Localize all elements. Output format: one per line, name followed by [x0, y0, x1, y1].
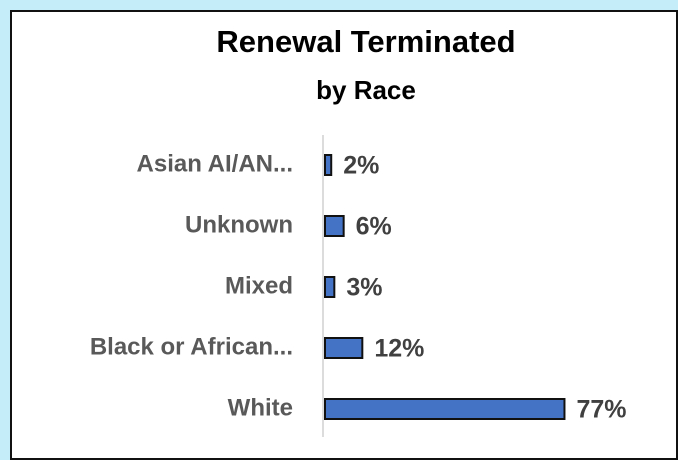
data-label: 77%: [576, 396, 626, 424]
category-label: Mixed: [225, 272, 293, 299]
bar: [324, 276, 336, 298]
category-label: Black or African...: [90, 333, 293, 360]
data-label: 6%: [356, 213, 392, 241]
category-label: White: [228, 394, 293, 421]
bar: [324, 398, 566, 420]
chart-subtitle: by Race: [316, 75, 416, 105]
data-label: 3%: [346, 274, 382, 302]
category-label: Unknown: [185, 211, 293, 238]
category-label: Asian AI/AN...: [137, 150, 293, 177]
chart-title: Renewal Terminated: [216, 24, 515, 59]
data-label: 12%: [374, 335, 424, 363]
bar: [324, 215, 345, 237]
bar: [324, 337, 364, 359]
data-label: 2%: [343, 152, 379, 180]
bar: [324, 154, 333, 176]
